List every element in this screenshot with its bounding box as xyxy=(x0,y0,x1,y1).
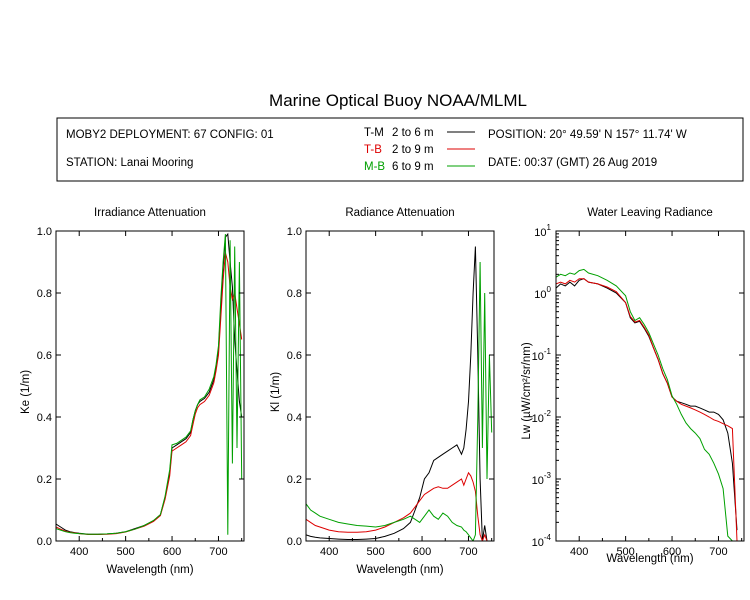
radiance-ytick-label: 1.0 xyxy=(287,226,302,238)
irradiance-series-m-b xyxy=(56,234,243,535)
radiance-ytick-label: 0.8 xyxy=(287,288,302,300)
legend: T-M 2 to 6 m T-B 2 to 9 m M-B 6 to 9 m xyxy=(364,127,475,173)
station-text: STATION: Lanai Mooring xyxy=(66,157,193,169)
legend-item-mb: M-B 6 to 9 m xyxy=(364,161,475,173)
irradiance-title: Irradiance Attenuation xyxy=(94,207,206,219)
legend-range-tm: 2 to 6 m xyxy=(392,127,434,139)
date-text: DATE: 00:37 (GMT) 26 Aug 2019 xyxy=(488,157,657,169)
legend-range-mb: 6 to 9 m xyxy=(392,161,434,173)
radiance-xtick-label: 500 xyxy=(366,546,384,558)
legend-code-mb: M-B xyxy=(364,161,385,173)
radiance-panel: Radiance Attenuation 400 500 600 700 0.0 0.2 0.… xyxy=(270,207,495,576)
irradiance-ytick-label: 0.2 xyxy=(37,474,52,486)
water-leaving-xtick-label: 600 xyxy=(663,546,681,558)
water-leaving-ytick-label: 101 xyxy=(534,223,551,239)
radiance-xlabel: Wavelength (nm) xyxy=(356,564,443,576)
radiance-plot-frame xyxy=(305,230,495,542)
deployment-text: MOBY2 DEPLOYMENT: 67 CONFIG: 01 xyxy=(66,129,274,141)
water-leaving-series-t-m xyxy=(556,278,738,531)
irradiance-ytick-label: 0.4 xyxy=(37,412,52,424)
water-leaving-ytick-label: 10-1 xyxy=(532,347,552,363)
radiance-ytick-label: 0.6 xyxy=(287,350,302,362)
legend-code-tm: T-M xyxy=(364,127,384,139)
radiance-series-t-m xyxy=(306,246,492,541)
legend-item-tb: T-B 2 to 9 m xyxy=(364,144,475,156)
water-leaving-plot-frame xyxy=(555,230,745,542)
water-leaving-ytick-label: 10-3 xyxy=(532,471,552,487)
radiance-ytick-label: 0.4 xyxy=(287,412,302,424)
water-leaving-title: Water Leaving Radiance xyxy=(587,207,713,219)
radiance-series-t-b xyxy=(306,471,492,541)
water-leaving-ytick-label: 10-2 xyxy=(532,409,552,425)
radiance-xtick-label: 400 xyxy=(320,546,338,558)
irradiance-ytick-label: 1.0 xyxy=(37,226,52,238)
irradiance-xtick-label: 400 xyxy=(70,546,88,558)
water-leaving-ytick-label: 100 xyxy=(534,285,551,301)
legend-code-tb: T-B xyxy=(364,144,382,156)
irradiance-ylabel: Ke (1/m) xyxy=(20,370,32,414)
radiance-ylabel: Kl (1/m) xyxy=(270,372,282,412)
radiance-ytick-label: 0.2 xyxy=(287,474,302,486)
irradiance-ytick-label: 0.0 xyxy=(37,536,52,548)
irradiance-ytick-label: 0.8 xyxy=(37,288,52,300)
legend-range-tb: 2 to 9 m xyxy=(392,144,434,156)
irradiance-ytick-label: 0.6 xyxy=(37,350,52,362)
irradiance-xtick-label: 700 xyxy=(209,546,227,558)
irradiance-series-t-b xyxy=(56,252,243,535)
irradiance-panel: Irradiance Attenuation 400 500 600 700 0.0 0.2… xyxy=(20,207,245,576)
water-leaving-series-t-b xyxy=(556,278,738,541)
irradiance-xtick-label: 600 xyxy=(163,546,181,558)
water-leaving-ylabel: Lw (µW/cm²/sr/nm) xyxy=(521,342,533,440)
irradiance-xlabel: Wavelength (nm) xyxy=(106,564,193,576)
irradiance-xtick-label: 500 xyxy=(116,546,134,558)
radiance-series-m-b xyxy=(306,261,493,541)
water-leaving-xtick-label: 700 xyxy=(709,546,727,558)
main-title: Marine Optical Buoy NOAA/MLML xyxy=(269,91,527,110)
position-text: POSITION: 20° 49.59' N 157° 11.74' W xyxy=(488,129,687,141)
radiance-title: Radiance Attenuation xyxy=(345,207,454,219)
water-leaving-xtick-label: 400 xyxy=(570,546,588,558)
water-leaving-xlabel: Wavelength (nm) xyxy=(606,553,693,565)
irradiance-plot-frame xyxy=(55,230,245,542)
legend-item-tm: T-M 2 to 6 m xyxy=(364,127,475,139)
info-box xyxy=(56,117,744,182)
water-leaving-ytick-label: 10-4 xyxy=(532,533,552,549)
water-leaving-series-m-b xyxy=(556,268,737,541)
water-leaving-xtick-label: 500 xyxy=(616,546,634,558)
radiance-ytick-label: 0.0 xyxy=(287,536,302,548)
radiance-xtick-label: 700 xyxy=(459,546,477,558)
radiance-xtick-label: 600 xyxy=(413,546,431,558)
water-leaving-panel: Water Leaving Radiance 400 500 600 700 10-4 10… xyxy=(521,207,745,565)
